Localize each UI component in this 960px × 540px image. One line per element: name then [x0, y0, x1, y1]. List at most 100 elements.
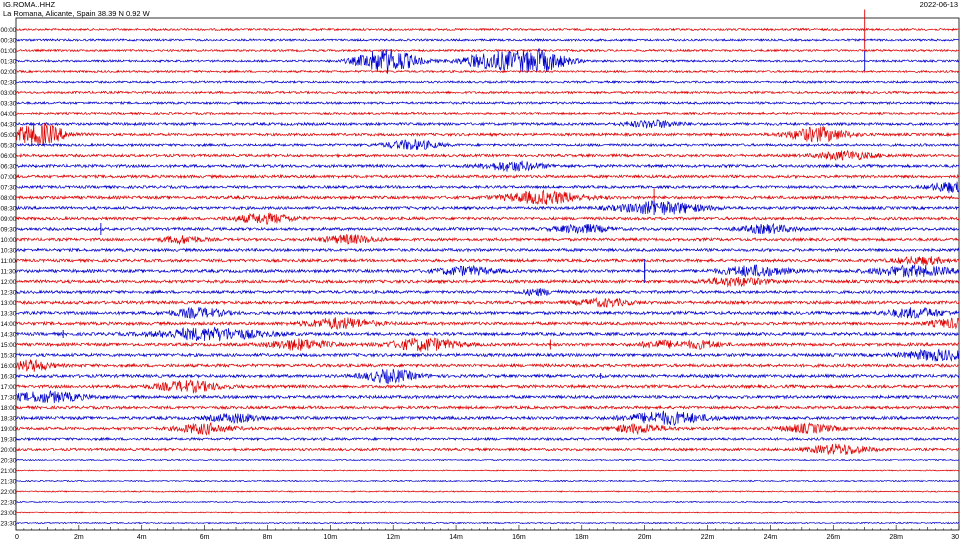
x-tick-label: 26m	[826, 534, 840, 540]
row-label: 21:30	[1, 478, 17, 485]
row-label: 20:30	[1, 457, 17, 464]
row-label: 22:00	[1, 489, 17, 496]
trace-row-0600	[15, 149, 960, 161]
x-tick-label: 8m	[263, 534, 273, 540]
x-tick-label: 0	[15, 534, 19, 540]
trace-row-1400	[15, 317, 960, 331]
row-label: 14:30	[1, 331, 17, 338]
row-label: 19:00	[1, 426, 17, 433]
plot-frame	[15, 17, 960, 531]
trace-row-1630	[15, 368, 960, 385]
row-label: 09:00	[1, 216, 17, 223]
trace-row-1230	[15, 287, 960, 297]
row-label: 08:30	[1, 205, 17, 212]
trace-row-0400	[15, 111, 960, 116]
x-tick-label: 14m	[449, 534, 463, 540]
date-label: 2022-06-13	[919, 0, 958, 9]
trace-row-0500	[15, 122, 960, 147]
trace-row-1930	[15, 436, 960, 442]
x-tick-label: 6m	[200, 534, 210, 540]
x-tick-label: 28m	[889, 534, 903, 540]
row-label: 09:30	[1, 226, 17, 233]
trace-row-1830	[15, 410, 960, 427]
trace-row-1730	[15, 390, 960, 404]
row-label: 23:00	[1, 510, 17, 517]
trace-row-0000	[15, 27, 960, 32]
trace-row-0430	[15, 119, 960, 129]
trace-row-0330	[15, 100, 960, 106]
row-label: 12:00	[1, 279, 17, 286]
trace-row-2330	[16, 521, 960, 525]
trace-row-2030	[15, 458, 960, 462]
row-label: 18:30	[1, 415, 17, 422]
seismic-traces	[15, 9, 960, 525]
row-label: 07:00	[1, 174, 17, 181]
row-label: 06:00	[1, 153, 17, 160]
row-label: 16:00	[1, 363, 17, 370]
trace-row-1000	[15, 233, 960, 246]
row-label: 03:30	[1, 100, 17, 107]
row-label: 07:30	[1, 184, 17, 191]
row-label: 13:30	[1, 310, 17, 317]
trace-row-0930	[15, 222, 960, 235]
x-tick-label: 20m	[638, 534, 652, 540]
trace-row-1200	[15, 276, 960, 288]
trace-row-1800	[15, 404, 960, 411]
row-label: 05:30	[1, 142, 17, 149]
trace-row-1100	[15, 256, 960, 267]
trace-row-0830	[15, 200, 960, 215]
row-label: 04:30	[1, 121, 17, 128]
row-label: 05:00	[1, 132, 17, 139]
row-label: 22:30	[1, 499, 17, 506]
row-label: 06:30	[1, 163, 17, 170]
row-label: 16:30	[1, 373, 17, 380]
x-tick-label: 10m	[324, 534, 338, 540]
x-tick-label: 2m	[74, 534, 84, 540]
x-axis: 0 2m 4m 6m 8m 10m 12m 14m 16m 18m 20m 22m 24m 26m 28m 3…	[15, 525, 960, 540]
trace-row-1330	[15, 306, 960, 320]
trace-row-2300	[15, 511, 960, 514]
row-label: 12:30	[1, 289, 17, 296]
row-label: 01:00	[1, 48, 17, 55]
trace-row-0800	[15, 189, 960, 205]
trace-row-0630	[15, 160, 960, 172]
x-tick-label: 24m	[764, 534, 778, 540]
trace-row-1300	[15, 296, 960, 309]
trace-row-0100	[15, 48, 960, 53]
trace-row-1500	[15, 337, 960, 352]
trace-row-0730	[15, 181, 960, 194]
trace-row-2100	[16, 469, 960, 472]
row-label: 20:00	[1, 447, 17, 454]
trace-row-1900	[15, 422, 960, 436]
row-label: 01:30	[1, 58, 17, 65]
trace-row-2230	[15, 500, 960, 504]
trace-row-1600	[15, 358, 960, 372]
trace-row-0530	[15, 138, 960, 151]
trace-row-1430	[15, 326, 960, 342]
trace-row-0300	[15, 90, 960, 95]
row-label: 17:00	[1, 384, 17, 391]
row-label: 11:30	[1, 268, 17, 275]
row-label: 10:00	[1, 237, 17, 244]
row-label: 17:30	[1, 394, 17, 401]
location-label: La Romana, Alicante, Spain 38.39 N 0.92 …	[3, 9, 150, 18]
row-label: 00:30	[1, 37, 17, 44]
row-label: 11:00	[1, 258, 17, 265]
row-label: 02:30	[1, 79, 17, 86]
row-label: 18:00	[1, 405, 17, 412]
row-label: 15:00	[1, 342, 17, 349]
trace-row-0200	[15, 69, 960, 74]
station-label: IG.ROMA..HHZ	[3, 0, 56, 9]
row-label: 03:00	[1, 90, 17, 97]
row-label: 02:00	[1, 69, 17, 76]
x-tick-label: 30	[951, 534, 959, 540]
chart-header: IG.ROMA..HHZ La Romana, Alicante, Spain …	[3, 0, 150, 18]
trace-row-0230	[15, 79, 960, 85]
trace-row-0700	[15, 173, 960, 180]
plot-border	[15, 17, 960, 531]
row-label: 23:30	[1, 520, 17, 527]
trace-row-2000	[15, 443, 959, 455]
trace-row-1030	[15, 247, 960, 253]
trace-row-2130	[15, 479, 960, 483]
row-label: 19:30	[1, 436, 17, 443]
